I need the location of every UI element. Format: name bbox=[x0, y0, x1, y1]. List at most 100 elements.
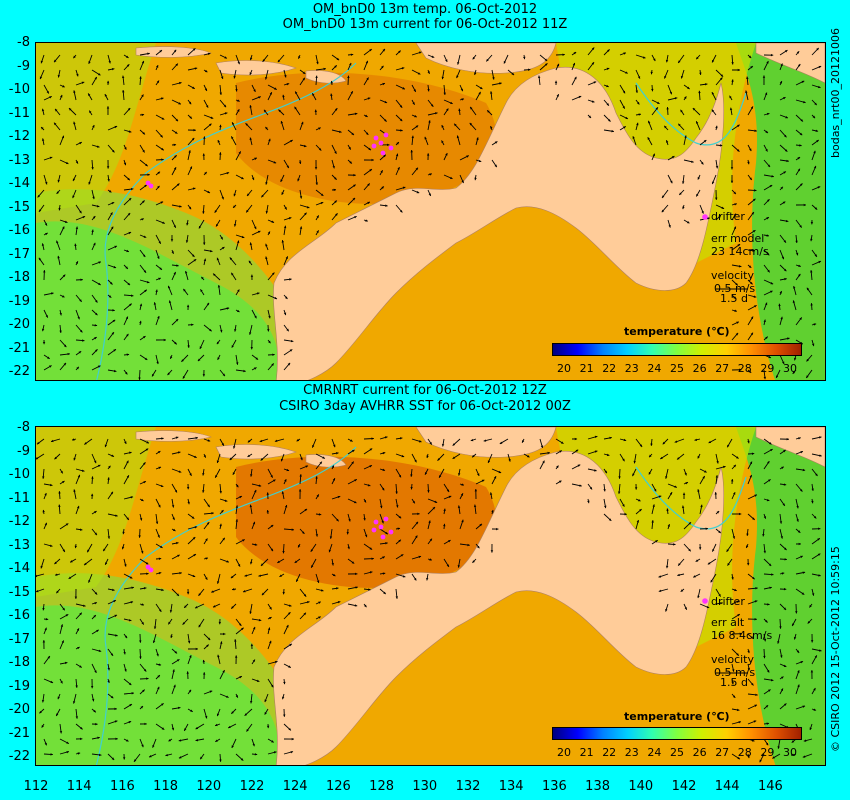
bathymetry-contour bbox=[96, 62, 357, 380]
bottom-y-tick: -16 bbox=[8, 608, 30, 623]
warm-water-core bbox=[236, 72, 496, 204]
bottom-velocity-days: 1.5 d bbox=[720, 676, 748, 689]
colorbar-tick: 29 bbox=[760, 746, 775, 759]
bottom-y-tick: -19 bbox=[8, 678, 30, 694]
top-side-label: bodas_nrt00_20121006 bbox=[829, 28, 842, 158]
drifter-legend-marker bbox=[702, 598, 708, 604]
top-colorbar bbox=[552, 343, 802, 356]
top-y-tick: -17 bbox=[8, 246, 30, 262]
colorbar-tick: 23 bbox=[624, 362, 639, 375]
top-map-panel bbox=[35, 42, 826, 381]
x-tick: 142 bbox=[671, 779, 697, 794]
top-err-value: 23 14cm/s bbox=[711, 245, 769, 258]
colorbar-tick: 30 bbox=[783, 746, 797, 759]
colorbar-tick: 24 bbox=[647, 362, 662, 375]
x-tick: 144 bbox=[714, 779, 740, 794]
bottom-err-label: err alt bbox=[711, 616, 745, 629]
bottom-map-canvas bbox=[36, 427, 825, 765]
north-island bbox=[415, 427, 557, 458]
x-tick: 132 bbox=[455, 779, 481, 794]
bottom-y-tick: -18 bbox=[8, 655, 30, 670]
top-title-line2: OM_bnD0 13m current for 06-Oct-2012 11Z bbox=[282, 17, 568, 32]
bottom-y-tick: -11 bbox=[8, 490, 30, 506]
x-tick: 126 bbox=[325, 779, 351, 794]
top-velocity-days: 1.5 d bbox=[720, 292, 748, 305]
top-y-tick: -15 bbox=[8, 199, 30, 215]
top-drifter-label: drifter bbox=[711, 210, 745, 223]
colorbar-tick: 20 bbox=[557, 746, 571, 759]
colorbar-tick: 29 bbox=[760, 362, 775, 375]
bottom-colorbar-title: temperature (℃) bbox=[624, 710, 730, 723]
east-water-region bbox=[736, 427, 825, 765]
x-tick: 140 bbox=[628, 779, 654, 794]
top-y-tick: -22 bbox=[8, 364, 30, 379]
bathymetry-contour bbox=[95, 446, 357, 765]
bottom-y-tick: -10 bbox=[8, 467, 30, 482]
australia-landmass bbox=[273, 450, 725, 765]
bottom-y-tick: -9 bbox=[17, 443, 30, 459]
bottom-err-value: 16 8.4cm/s bbox=[711, 629, 773, 642]
north-island bbox=[415, 43, 557, 74]
bottom-y-tick: -22 bbox=[8, 749, 30, 764]
top-y-tick: -16 bbox=[8, 223, 30, 238]
x-tick: 124 bbox=[282, 779, 308, 794]
warm-water-core bbox=[236, 456, 496, 588]
bottom-y-tick: -21 bbox=[8, 725, 30, 741]
top-y-tick: -21 bbox=[8, 340, 30, 356]
colorbar-tick: 20 bbox=[557, 362, 571, 375]
top-err-label: err model bbox=[711, 232, 765, 245]
x-tick: 118 bbox=[153, 779, 178, 794]
current-vectors bbox=[36, 435, 822, 763]
top-y-tick: -8 bbox=[17, 35, 30, 50]
bottom-y-tick: -12 bbox=[8, 514, 30, 529]
x-tick: 128 bbox=[369, 779, 394, 794]
bottom-map-panel bbox=[35, 426, 826, 766]
colorbar-tick: 26 bbox=[692, 746, 707, 759]
bottom-y-tick: -20 bbox=[8, 702, 30, 717]
bottom-title-line2: CSIRO 3day AVHRR SST for 06-Oct-2012 00Z bbox=[279, 399, 571, 414]
east-water-region bbox=[736, 43, 825, 380]
bottom-velocity-label: velocity bbox=[711, 653, 754, 666]
colorbar-tick: 28 bbox=[737, 362, 752, 375]
x-tick: 146 bbox=[757, 779, 783, 794]
bottom-title-line1: CMRNRT current for 06-Oct-2012 12Z bbox=[303, 383, 547, 398]
top-y-tick: -12 bbox=[8, 129, 30, 144]
colorbar-tick: 25 bbox=[670, 746, 684, 759]
x-tick: 130 bbox=[412, 779, 438, 794]
bottom-side-label: © CSIRO 2012 15-Oct-2012 10:59:15 bbox=[829, 546, 842, 752]
colorbar-tick: 22 bbox=[602, 746, 617, 759]
bottom-y-tick: -13 bbox=[8, 537, 30, 553]
top-y-tick: -10 bbox=[8, 82, 30, 97]
colorbar-tick: 30 bbox=[783, 362, 797, 375]
top-y-tick: -14 bbox=[8, 176, 30, 191]
australia-landmass bbox=[273, 66, 725, 380]
current-vectors bbox=[37, 47, 822, 380]
colorbar-tick: 24 bbox=[647, 746, 662, 759]
bottom-y-tick: -8 bbox=[17, 420, 30, 435]
top-y-tick: -19 bbox=[8, 293, 30, 309]
colorbar-tick: 26 bbox=[692, 362, 707, 375]
x-tick: 134 bbox=[498, 779, 524, 794]
colorbar-tick: 21 bbox=[579, 746, 594, 759]
x-tick: 112 bbox=[23, 779, 49, 794]
top-velocity-label: velocity bbox=[711, 269, 754, 282]
x-tick: 116 bbox=[109, 779, 135, 794]
bottom-y-tick: -17 bbox=[8, 631, 30, 647]
top-title-line1: OM_bnD0 13m temp. 06-Oct-2012 bbox=[312, 2, 538, 17]
drifter-tracks bbox=[145, 516, 394, 573]
colorbar-tick: 25 bbox=[670, 362, 684, 375]
x-tick: 114 bbox=[66, 779, 92, 794]
drifter-tracks bbox=[145, 132, 394, 189]
x-tick: 122 bbox=[239, 779, 265, 794]
colorbar-tick: 27 bbox=[715, 746, 730, 759]
bottom-drifter-label: drifter bbox=[711, 595, 745, 608]
x-tick: 136 bbox=[541, 779, 567, 794]
top-colorbar-title: temperature (℃) bbox=[624, 325, 730, 338]
top-y-tick: -18 bbox=[8, 270, 30, 285]
bottom-colorbar bbox=[552, 727, 802, 740]
top-map-canvas bbox=[36, 43, 825, 380]
x-tick: 138 bbox=[585, 779, 610, 794]
top-velocity-value: 0.5 m/s bbox=[714, 282, 756, 295]
bottom-velocity-value: 0.5 m/s bbox=[714, 666, 756, 679]
timor-island bbox=[215, 444, 297, 460]
